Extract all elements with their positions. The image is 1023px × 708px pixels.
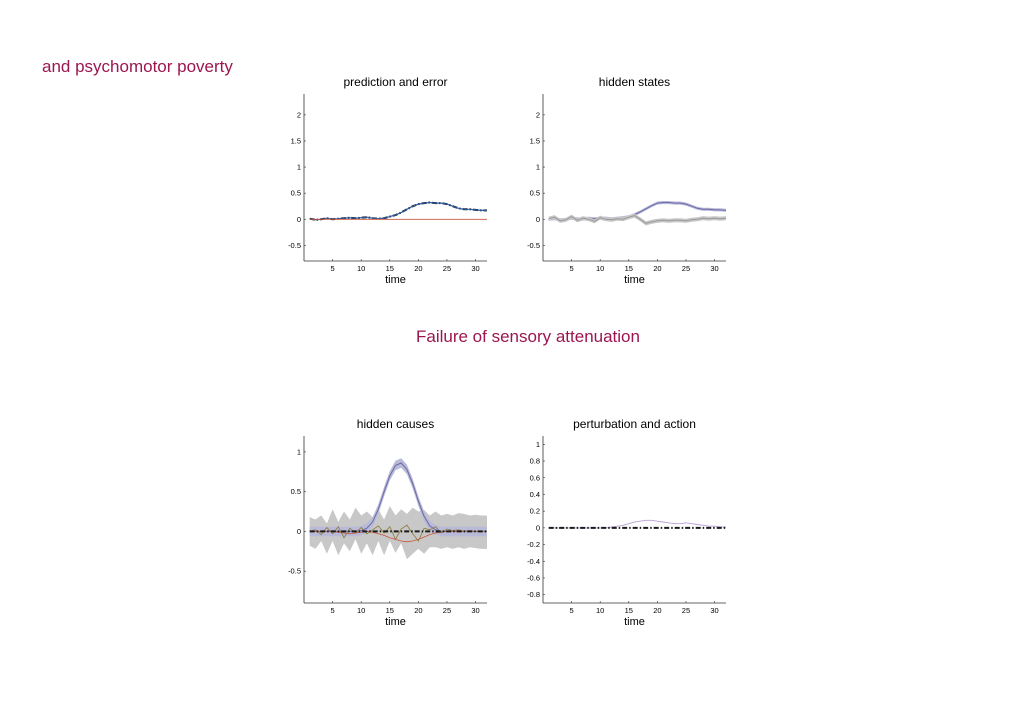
heading-psychomotor-poverty: and psychomotor poverty <box>42 57 233 76</box>
x-tick-label: 5 <box>331 264 335 273</box>
y-tick-label: 1.5 <box>291 136 301 145</box>
x-tick-label: 20 <box>414 264 422 273</box>
series-mean-line <box>548 215 727 224</box>
x-tick-label: 25 <box>682 264 690 273</box>
x-tick-label: 25 <box>443 264 451 273</box>
chart-title: prediction and error <box>343 75 447 89</box>
x-tick-label: 30 <box>471 264 479 273</box>
y-tick-label: 2 <box>536 110 540 119</box>
x-tick-label: 30 <box>471 606 479 615</box>
y-tick-label: -0.5 <box>288 567 301 576</box>
x-tick-label: 25 <box>682 606 690 615</box>
y-tick-label: -0.6 <box>527 573 540 582</box>
confidence-band <box>309 506 487 560</box>
x-tick-label: 15 <box>386 264 394 273</box>
y-tick-label: 0.2 <box>530 507 540 516</box>
y-tick-label: 0.5 <box>530 189 540 198</box>
x-tick-label: 5 <box>331 606 335 615</box>
y-tick-label: -0.8 <box>527 590 540 599</box>
y-tick-label: 0 <box>297 215 301 224</box>
x-tick-label: 30 <box>710 264 718 273</box>
x-tick-label: 15 <box>625 264 633 273</box>
chart-hidden-states: hidden states-0.500.511.525 10 15 20 25 30tim… <box>527 75 727 286</box>
chart-prediction-and-error: prediction and error-0.500.511.525 10 15 20… <box>288 75 487 286</box>
y-tick-label: 0 <box>536 215 540 224</box>
y-tick-label: 1 <box>297 163 301 172</box>
x-tick-label: 10 <box>357 264 365 273</box>
y-tick-label: 0.4 <box>530 490 540 499</box>
heading-sensory-attenuation: Failure of sensory attenuation <box>416 327 640 346</box>
x-axis-label: time <box>385 616 406 628</box>
y-tick-label: 1 <box>536 163 540 172</box>
series-prediction-line <box>309 201 487 221</box>
y-tick-label: 2 <box>297 110 301 119</box>
y-tick-label: 0.8 <box>530 457 540 466</box>
x-tick-label: 15 <box>625 606 633 615</box>
y-tick-label: -0.4 <box>527 557 540 566</box>
x-tick-label: 30 <box>710 606 718 615</box>
x-tick-label: 10 <box>596 264 604 273</box>
x-axis-label: time <box>624 274 645 286</box>
y-tick-label: 0 <box>536 523 540 532</box>
y-tick-label: 1 <box>536 440 540 449</box>
x-tick-label: 10 <box>357 606 365 615</box>
series-dashdot-line <box>309 201 487 221</box>
y-tick-label: 1 <box>297 447 301 456</box>
x-axis-label: time <box>385 274 406 286</box>
y-tick-label: 0 <box>297 527 301 536</box>
series-action-line <box>548 519 726 529</box>
chart-title: hidden causes <box>357 417 434 431</box>
x-tick-label: 5 <box>570 264 574 273</box>
y-tick-label: 0.5 <box>291 189 301 198</box>
x-tick-label: 20 <box>414 606 422 615</box>
y-tick-label: -0.5 <box>527 241 540 250</box>
y-tick-label: -0.5 <box>288 241 301 250</box>
chart-title: hidden states <box>599 75 670 89</box>
x-tick-label: 5 <box>570 606 574 615</box>
x-tick-label: 10 <box>596 606 604 615</box>
y-tick-label: -0.2 <box>527 540 540 549</box>
x-tick-label: 25 <box>443 606 451 615</box>
y-tick-label: 0.6 <box>530 473 540 482</box>
series-cause-line <box>309 524 487 542</box>
y-tick-label: 0.5 <box>291 487 301 496</box>
y-tick-label: 1.5 <box>530 136 540 145</box>
chart-perturbation-and-action: perturbation and action -0.8 -0.6 -0.4 -0.2 0… <box>527 417 726 628</box>
x-tick-label: 20 <box>653 264 661 273</box>
x-tick-label: 15 <box>386 606 394 615</box>
chart-title: perturbation and action <box>573 417 696 431</box>
x-tick-label: 20 <box>653 606 661 615</box>
x-axis-label: time <box>624 616 645 628</box>
